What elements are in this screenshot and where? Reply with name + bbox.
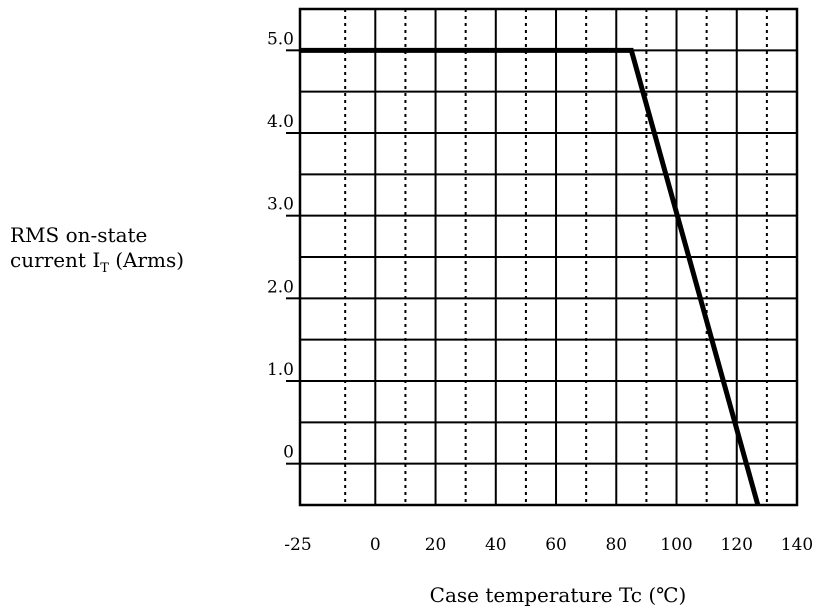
y-tick-label: 0 <box>283 443 294 463</box>
y-tick-labels: 0 1.0 2.0 3.0 4.0 5.0 <box>267 29 294 462</box>
x-tick-label: -25 <box>284 535 311 555</box>
y-axis-label-subscript: T <box>100 261 109 276</box>
series-layer <box>300 47 761 506</box>
x-tick-label: 100 <box>660 535 692 555</box>
y-tick-label: 4.0 <box>267 112 294 132</box>
y-tick-label: 5.0 <box>267 29 294 49</box>
y-tick-label: 1.0 <box>267 360 294 380</box>
y-axis-label-unit: (Arms) <box>115 248 185 272</box>
major-grid <box>286 9 797 505</box>
y-axis-label-current: current I <box>10 248 101 272</box>
y-tick-label: 2.0 <box>267 277 294 297</box>
y-tick-label: 3.0 <box>267 195 294 215</box>
x-tick-label: 0 <box>370 535 381 555</box>
x-tick-label: 80 <box>605 535 627 555</box>
plot-frame <box>298 7 799 507</box>
x-tick-labels: -25 0 20 40 60 80 100 120 140 <box>284 535 813 555</box>
y-axis-label-line1: RMS on-state <box>10 223 148 247</box>
series-line <box>300 47 761 506</box>
x-axis-label: Case temperature Tc (℃) <box>429 583 687 607</box>
y-axis-label-line2: current IT (Arms) <box>10 248 184 281</box>
y-axis-label: RMS on-state current IT (Arms) <box>10 223 184 281</box>
x-tick-label: 140 <box>781 535 813 555</box>
x-tick-label: 60 <box>545 535 567 555</box>
x-tick-label: 20 <box>425 535 447 555</box>
x-tick-label: 40 <box>485 535 507 555</box>
x-tick-label: 120 <box>721 535 753 555</box>
